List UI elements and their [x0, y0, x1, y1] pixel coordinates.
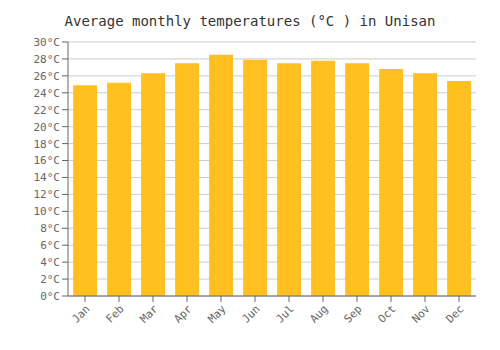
- svg-text:Sep: Sep: [341, 302, 364, 325]
- svg-text:Nov: Nov: [409, 302, 433, 326]
- svg-text:Jun: Jun: [239, 302, 262, 325]
- svg-text:May: May: [205, 302, 229, 326]
- svg-text:6°C: 6°C: [40, 239, 60, 252]
- svg-text:10°C: 10°C: [34, 205, 61, 218]
- svg-text:Mar: Mar: [137, 302, 161, 326]
- svg-text:Jan: Jan: [69, 302, 92, 325]
- svg-text:28°C: 28°C: [34, 53, 61, 66]
- svg-text:Jul: Jul: [273, 302, 296, 325]
- svg-text:Dec: Dec: [443, 302, 466, 325]
- svg-text:8°C: 8°C: [40, 222, 60, 235]
- svg-text:16°C: 16°C: [34, 154, 61, 167]
- svg-text:14°C: 14°C: [34, 171, 61, 184]
- svg-text:2°C: 2°C: [40, 273, 60, 286]
- svg-text:4°C: 4°C: [40, 256, 60, 269]
- svg-text:Apr: Apr: [171, 302, 195, 326]
- svg-text:18°C: 18°C: [34, 138, 61, 151]
- svg-text:Feb: Feb: [103, 302, 126, 325]
- html-text:Average monthly temperatures (: Average monthly temperatures (°C ) in Un…: [64, 13, 436, 29]
- svg-text:22°C: 22°C: [34, 104, 61, 117]
- svg-text:20°C: 20°C: [34, 121, 61, 134]
- svg-text:Aug: Aug: [307, 302, 330, 325]
- svg-text:Oct: Oct: [375, 302, 398, 325]
- svg-text:0°C: 0°C: [40, 290, 60, 303]
- svg-text:30°C: 30°C: [34, 36, 61, 49]
- svg-text:24°C: 24°C: [34, 87, 61, 100]
- svg-text:26°C: 26°C: [34, 70, 61, 83]
- svg-text:12°C: 12°C: [34, 188, 61, 201]
